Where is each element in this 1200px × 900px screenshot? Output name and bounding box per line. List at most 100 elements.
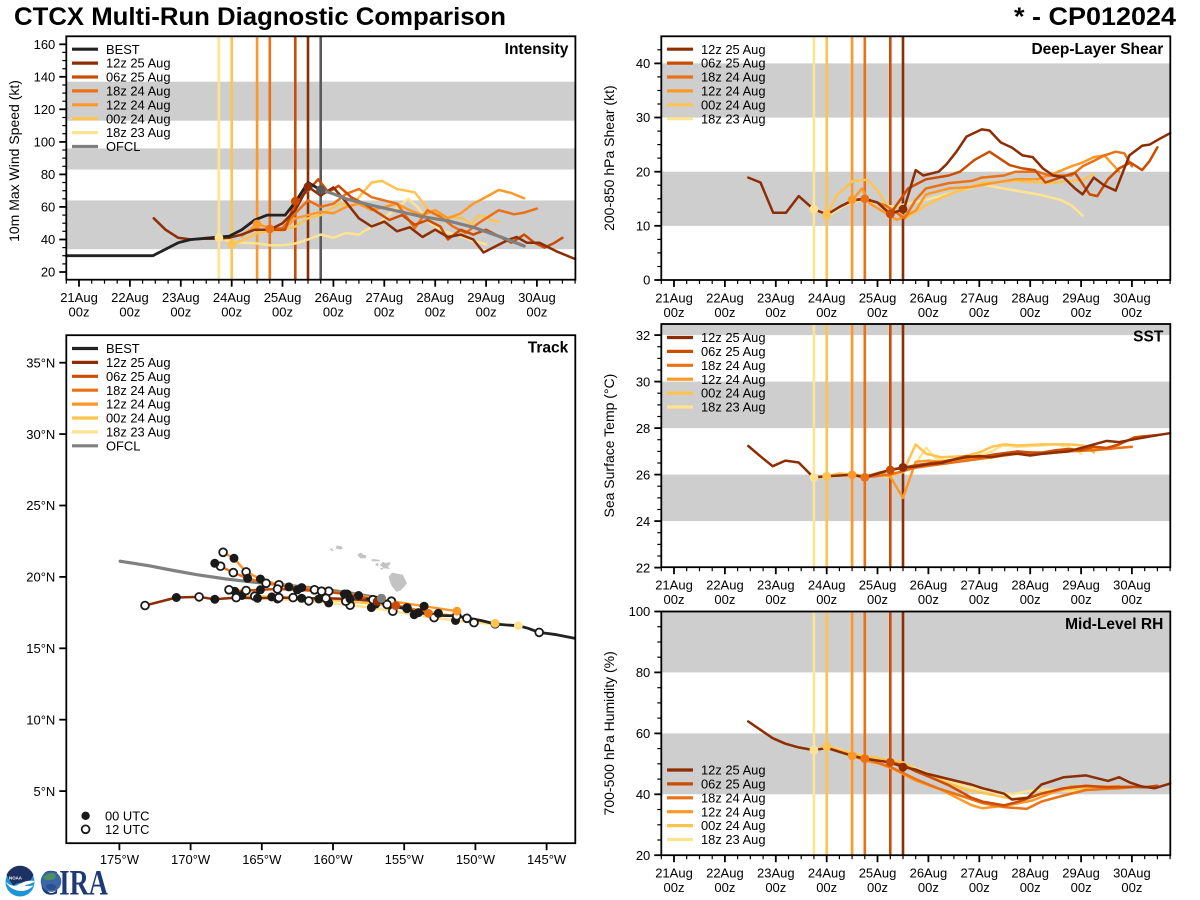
svg-text:40: 40	[41, 232, 55, 247]
svg-text:27Aug: 27Aug	[961, 866, 999, 881]
svg-text:Track: Track	[528, 340, 569, 357]
svg-text:200-850 hPa Shear (kt): 200-850 hPa Shear (kt)	[601, 85, 617, 231]
svg-text:00z 24 Aug: 00z 24 Aug	[106, 411, 171, 426]
svg-text:29Aug: 29Aug	[1062, 290, 1100, 305]
svg-text:00z: 00z	[1121, 880, 1142, 895]
svg-text:18z 24 Aug: 18z 24 Aug	[701, 790, 766, 805]
svg-text:24Aug: 24Aug	[808, 290, 846, 305]
svg-text:25Aug: 25Aug	[859, 290, 897, 305]
svg-text:00z 24 Aug: 00z 24 Aug	[701, 97, 766, 112]
svg-text:170°W: 170°W	[171, 852, 211, 867]
svg-text:18z 24 Aug: 18z 24 Aug	[701, 358, 766, 373]
svg-text:Deep-Layer Shear: Deep-Layer Shear	[1031, 41, 1163, 58]
svg-text:40: 40	[636, 787, 650, 802]
svg-text:29Aug: 29Aug	[467, 290, 505, 305]
svg-text:00z: 00z	[1020, 592, 1041, 607]
svg-text:06z 25 Aug: 06z 25 Aug	[701, 56, 766, 71]
svg-text:26Aug: 26Aug	[910, 578, 948, 593]
svg-text:18z 24 Aug: 18z 24 Aug	[106, 383, 171, 398]
svg-text:00z: 00z	[969, 305, 990, 320]
svg-text:26Aug: 26Aug	[315, 290, 353, 305]
svg-text:120: 120	[34, 102, 56, 117]
svg-text:12z 24 Aug: 12z 24 Aug	[701, 804, 766, 819]
svg-text:29Aug: 29Aug	[1062, 578, 1100, 593]
svg-text:12z 25 Aug: 12z 25 Aug	[701, 763, 766, 778]
svg-text:21Aug: 21Aug	[655, 578, 693, 593]
svg-text:06z 25 Aug: 06z 25 Aug	[106, 70, 171, 85]
svg-text:12z 25 Aug: 12z 25 Aug	[106, 56, 171, 71]
svg-text:00z: 00z	[1020, 880, 1041, 895]
svg-text:30: 30	[636, 110, 650, 125]
svg-text:CTCX Multi-Run Diagnostic Comp: CTCX Multi-Run Diagnostic Comparison	[14, 3, 506, 31]
svg-text:24Aug: 24Aug	[808, 866, 846, 881]
svg-text:30Aug: 30Aug	[518, 290, 556, 305]
svg-text:20: 20	[636, 164, 650, 179]
svg-text:10: 10	[636, 219, 650, 234]
svg-text:00z 24 Aug: 00z 24 Aug	[701, 818, 766, 833]
svg-text:00z: 00z	[867, 592, 888, 607]
svg-text:00z: 00z	[1071, 880, 1092, 895]
svg-text:27Aug: 27Aug	[961, 578, 999, 593]
svg-text:20°N: 20°N	[26, 570, 55, 585]
svg-text:SST: SST	[1133, 329, 1164, 346]
svg-text:22Aug: 22Aug	[111, 290, 149, 305]
svg-text:18z 24 Aug: 18z 24 Aug	[701, 70, 766, 85]
svg-text:25Aug: 25Aug	[264, 290, 302, 305]
svg-text:80: 80	[41, 167, 55, 182]
svg-text:00z: 00z	[272, 305, 293, 320]
svg-text:100: 100	[629, 604, 651, 619]
svg-text:00z: 00z	[1020, 305, 1041, 320]
svg-text:00z: 00z	[476, 305, 497, 320]
svg-text:26Aug: 26Aug	[910, 290, 948, 305]
svg-text:60: 60	[636, 726, 650, 741]
svg-text:06z 25 Aug: 06z 25 Aug	[106, 369, 171, 384]
svg-text:00z: 00z	[765, 305, 786, 320]
svg-text:00z: 00z	[119, 305, 140, 320]
svg-text:00z: 00z	[765, 880, 786, 895]
svg-text:00z: 00z	[816, 305, 837, 320]
svg-text:15°N: 15°N	[26, 641, 55, 656]
svg-text:24Aug: 24Aug	[213, 290, 251, 305]
svg-text:Intensity: Intensity	[505, 41, 569, 58]
svg-text:26: 26	[636, 467, 650, 482]
svg-text:35°N: 35°N	[26, 355, 55, 370]
svg-text:12z 24 Aug: 12z 24 Aug	[701, 84, 766, 99]
svg-text:00z: 00z	[918, 592, 939, 607]
svg-text:10m Max Wind Speed (kt): 10m Max Wind Speed (kt)	[6, 80, 22, 242]
svg-text:24Aug: 24Aug	[808, 578, 846, 593]
svg-text:20: 20	[636, 848, 650, 863]
svg-text:28Aug: 28Aug	[416, 290, 454, 305]
svg-text:18z 24 Aug: 18z 24 Aug	[106, 84, 171, 99]
svg-text:OFCL: OFCL	[106, 139, 140, 154]
svg-text:00z: 00z	[1071, 305, 1092, 320]
svg-text:12z 24 Aug: 12z 24 Aug	[701, 372, 766, 387]
svg-text:12z 24 Aug: 12z 24 Aug	[106, 397, 171, 412]
svg-text:145°W: 145°W	[527, 852, 567, 867]
svg-text:18z 23 Aug: 18z 23 Aug	[701, 400, 766, 415]
svg-text:12z 25 Aug: 12z 25 Aug	[701, 330, 766, 345]
svg-text:00z: 00z	[425, 305, 446, 320]
svg-text:21Aug: 21Aug	[655, 290, 693, 305]
svg-text:25Aug: 25Aug	[859, 578, 897, 593]
svg-text:80: 80	[636, 665, 650, 680]
svg-text:27Aug: 27Aug	[961, 290, 999, 305]
svg-text:BEST: BEST	[106, 42, 140, 57]
svg-text:165°W: 165°W	[242, 852, 282, 867]
svg-text:Sea Surface Temp (°C): Sea Surface Temp (°C)	[601, 374, 617, 518]
svg-text:00z: 00z	[374, 305, 395, 320]
svg-text:23Aug: 23Aug	[757, 290, 795, 305]
svg-text:28Aug: 28Aug	[1011, 290, 1049, 305]
svg-text:100: 100	[34, 135, 56, 150]
svg-text:00z 24 Aug: 00z 24 Aug	[106, 111, 171, 126]
svg-text:160°W: 160°W	[313, 852, 353, 867]
svg-text:22: 22	[636, 560, 650, 575]
svg-text:32: 32	[636, 328, 650, 343]
svg-text:29Aug: 29Aug	[1062, 866, 1100, 881]
svg-text:00z: 00z	[664, 592, 685, 607]
svg-text:12z 24 Aug: 12z 24 Aug	[106, 97, 171, 112]
svg-text:00z: 00z	[1071, 592, 1092, 607]
svg-text:40: 40	[636, 56, 650, 71]
svg-text:00z: 00z	[969, 880, 990, 895]
svg-text:25Aug: 25Aug	[859, 866, 897, 881]
svg-text:18z 23 Aug: 18z 23 Aug	[106, 425, 171, 440]
